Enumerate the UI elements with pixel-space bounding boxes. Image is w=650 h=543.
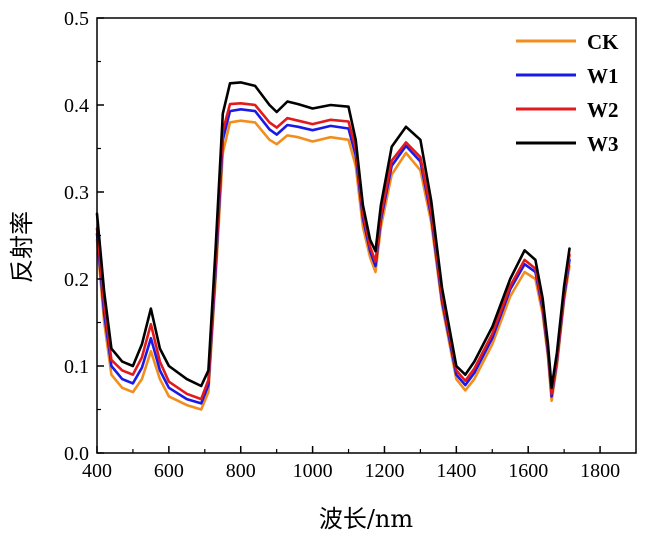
series-line-w2 bbox=[95, 102, 571, 401]
y-tick-label: 0.2 bbox=[64, 269, 89, 291]
x-tick-label: 1000 bbox=[293, 460, 333, 482]
x-axis: 400 600 800 1000 1200 1400 1600 1800 bbox=[82, 446, 620, 482]
y-tick-label: 0.4 bbox=[64, 95, 89, 117]
series-line-w1 bbox=[95, 108, 571, 405]
x-tick-label: 600 bbox=[154, 460, 184, 482]
y-tick-label: 0.0 bbox=[64, 443, 89, 465]
x-tick-label: 400 bbox=[82, 460, 112, 482]
plot-lines bbox=[95, 81, 571, 411]
x-tick-label: 1400 bbox=[436, 460, 476, 482]
legend-label-w3: W3 bbox=[587, 132, 619, 156]
x-tick-label: 800 bbox=[226, 460, 256, 482]
legend-label-w1: W1 bbox=[587, 64, 619, 88]
legend-label-ck: CK bbox=[587, 30, 619, 54]
y-tick-label: 0.3 bbox=[64, 182, 89, 204]
x-tick-label: 1600 bbox=[508, 460, 548, 482]
x-axis-title: 波长/nm bbox=[319, 505, 414, 533]
x-tick-label: 1200 bbox=[364, 460, 404, 482]
series-line-w3 bbox=[95, 81, 571, 390]
series-line-ck bbox=[95, 119, 571, 411]
y-axis-title: 反射率 bbox=[8, 211, 36, 283]
x-tick-label: 1800 bbox=[580, 460, 620, 482]
legend: CK W1 W2 W3 bbox=[516, 30, 619, 156]
y-tick-label: 0.5 bbox=[64, 8, 89, 30]
legend-label-w2: W2 bbox=[587, 98, 619, 122]
y-tick-label: 0.1 bbox=[64, 356, 89, 378]
y-axis: 0.0 0.1 0.2 0.3 0.4 0.5 bbox=[64, 8, 104, 465]
